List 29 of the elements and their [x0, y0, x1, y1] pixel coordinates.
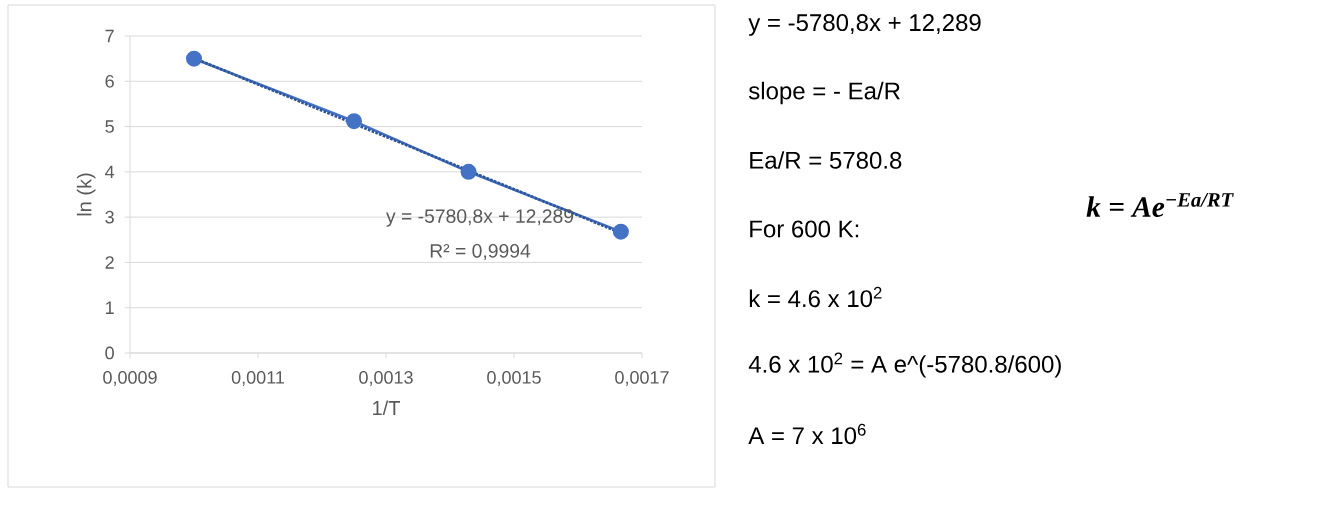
x-tick-label: 0,0011	[231, 371, 284, 386]
x-tick-label: 0,0013	[359, 371, 413, 386]
point	[346, 113, 363, 130]
text: k = 4.6 x 10$^{2}$	[749, 286, 882, 308]
y-axis-title: ln (k)	[76, 173, 96, 216]
y-tick-label: 1	[106, 301, 114, 314]
point	[186, 50, 203, 67]
text: y = -5780,8x + 12,289	[748, 14, 981, 36]
annotation: y = -5780,8x + 12,289	[386, 209, 574, 227]
text: For 600 K:	[750, 220, 859, 238]
x-tick-label: 0,0015	[487, 371, 541, 386]
y-tick-label: 3	[105, 210, 114, 224]
text: k = Ae$^{−Ea/RT}$	[1086, 193, 1234, 217]
x-axis-title: 1/T	[373, 400, 400, 416]
text: 4.6 x 10$^{2}$ = A e^(-5780.8/600)	[748, 352, 1061, 378]
y-tick-label: 2	[105, 256, 114, 269]
annotation: R² = 0,9994	[430, 243, 531, 260]
y-tick-label: 5	[105, 120, 114, 133]
text: A = 7 x 10$^{6}$	[748, 423, 866, 445]
y-tick-label: 4	[105, 165, 115, 179]
y-tick-label: 7	[105, 29, 114, 43]
y-tick-label: 0	[105, 346, 114, 360]
y-tick-label: 6	[105, 74, 114, 88]
text: slope = - Ea/R	[748, 81, 900, 105]
x-tick-label: 0,0017	[615, 371, 669, 386]
text: Ea/R = 5780.8	[750, 151, 902, 169]
point	[460, 163, 477, 180]
x-tick-label: 0,0009	[103, 371, 157, 386]
point	[612, 223, 629, 240]
